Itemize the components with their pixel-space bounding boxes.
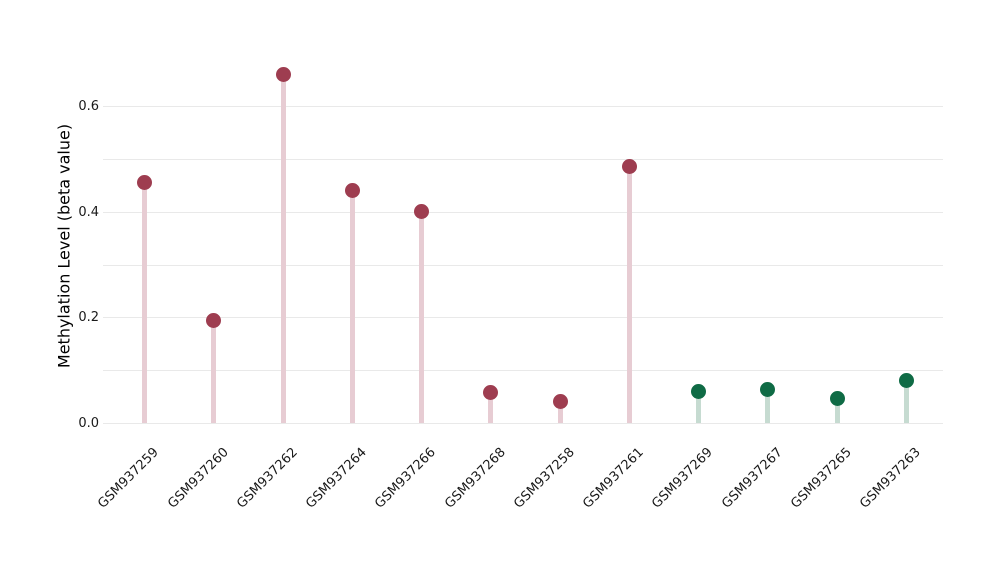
y-tick-label: 0.2 (78, 310, 99, 325)
lollipop-stem-GSM937260 (211, 320, 216, 423)
lollipop-dot-GSM937264 (345, 183, 360, 198)
x-tick-label-GSM937265: GSM937265 (788, 445, 855, 512)
lollipop-dot-GSM937267 (760, 382, 775, 397)
lollipop-dot-GSM937269 (691, 384, 706, 399)
y-axis-title: Methylation Level (beta value) (54, 123, 74, 369)
gridline-y-0.6 (103, 106, 943, 107)
y-tick-label: 0.0 (78, 416, 99, 431)
x-tick-label-GSM937260: GSM937260 (164, 445, 232, 512)
lollipop-stem-GSM937262 (281, 75, 286, 423)
x-tick-label-GSM937258: GSM937258 (511, 445, 578, 512)
lollipop-stem-GSM937264 (350, 191, 355, 423)
lollipop-stem-GSM937267 (765, 389, 770, 423)
lollipop-stem-GSM937263 (904, 381, 909, 423)
x-tick-label-GSM937261: GSM937261 (580, 445, 647, 512)
lollipop-dot-GSM937258 (553, 394, 568, 409)
y-tick-label: 0.4 (78, 205, 99, 220)
lollipop-dot-GSM937261 (622, 159, 637, 174)
lollipop-dot-GSM937268 (483, 385, 498, 400)
lollipop-dot-GSM937259 (137, 175, 152, 190)
lollipop-dot-GSM937262 (276, 67, 291, 82)
lollipop-stem-GSM937269 (696, 391, 701, 423)
gridline-y-0.1 (103, 370, 943, 371)
x-tick-label-GSM937264: GSM937264 (303, 445, 370, 512)
gridline-y-0.2 (103, 317, 943, 318)
gridline-y-0.4 (103, 212, 943, 213)
lollipop-stem-GSM937261 (627, 167, 632, 423)
gridline-y-0 (103, 423, 943, 424)
lollipop-dot-GSM937263 (899, 373, 914, 388)
x-tick-label-GSM937262: GSM937262 (234, 445, 301, 512)
lollipop-stem-GSM937268 (488, 392, 493, 423)
gridline-y-0.5 (103, 159, 943, 160)
y-tick-label: 0.6 (78, 99, 99, 114)
lollipop-dot-GSM937266 (414, 204, 429, 219)
lollipop-stem-GSM937265 (835, 399, 840, 423)
gridline-y-0.3 (103, 265, 943, 266)
x-tick-label-GSM937259: GSM937259 (95, 445, 163, 512)
lollipop-stem-GSM937258 (558, 402, 563, 423)
x-tick-label-GSM937268: GSM937268 (441, 445, 509, 512)
x-tick-label-GSM937269: GSM937269 (649, 445, 717, 512)
x-tick-label-GSM937266: GSM937266 (372, 445, 440, 512)
x-tick-label-GSM937267: GSM937267 (718, 445, 786, 512)
lollipop-dot-GSM937265 (830, 391, 845, 406)
lollipop-stem-GSM937266 (419, 212, 424, 423)
lollipop-dot-GSM937260 (206, 313, 221, 328)
x-tick-label-GSM937263: GSM937263 (857, 445, 924, 512)
lollipop-stem-GSM937259 (142, 183, 147, 423)
